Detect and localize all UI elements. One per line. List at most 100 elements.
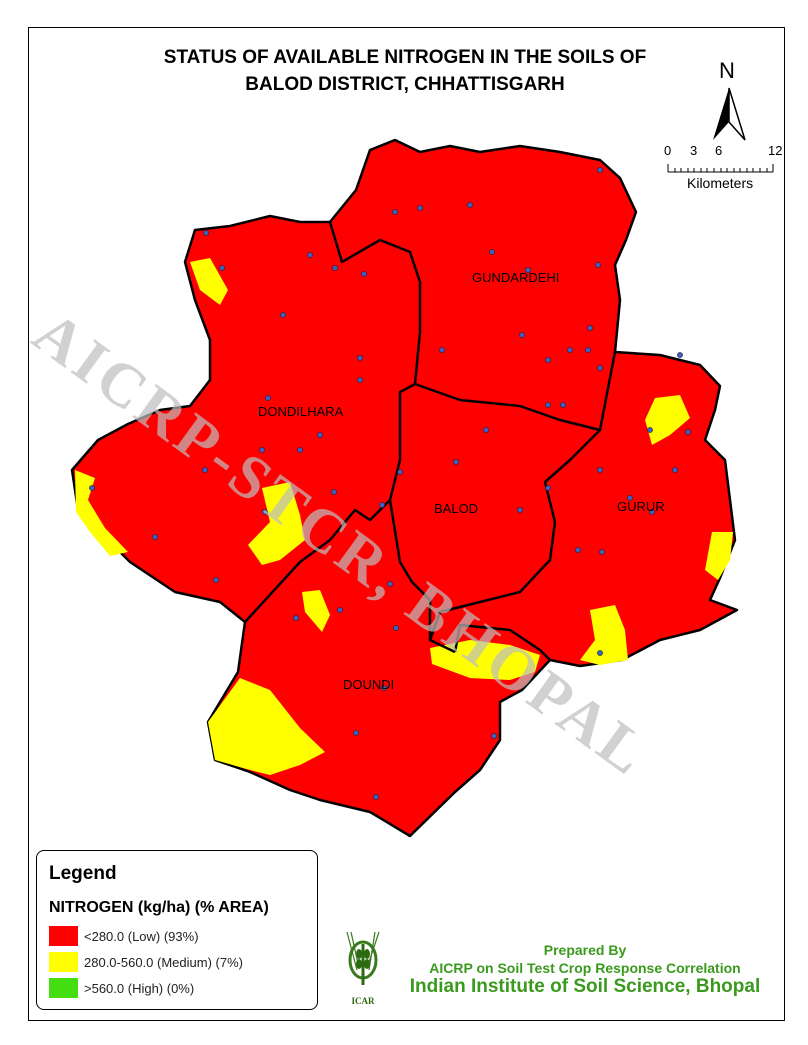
- sample-point: [393, 625, 399, 631]
- sample-point: [627, 495, 633, 501]
- medium-patch: [302, 590, 330, 632]
- legend-swatch-high: [49, 978, 78, 998]
- sample-point: [297, 447, 303, 453]
- sample-point: [545, 485, 551, 491]
- credits-institute: Indian Institute of Soil Science, Bhopal: [409, 976, 761, 997]
- medium-nitrogen-patches: [75, 258, 733, 775]
- sample-point: [357, 377, 363, 383]
- sample-point: [265, 395, 271, 401]
- sample-point: [597, 167, 603, 173]
- sample-point: [317, 432, 323, 438]
- sample-point: [597, 467, 603, 473]
- legend-subtitle: NITROGEN (kg/ha) (% AREA): [49, 899, 269, 916]
- sample-point: [519, 332, 525, 338]
- sample-point: [439, 347, 445, 353]
- medium-patch: [580, 605, 628, 665]
- sample-point: [597, 650, 603, 656]
- sample-point: [489, 249, 495, 255]
- sample-point: [361, 271, 367, 277]
- sample-point: [647, 427, 653, 433]
- sample-point: [597, 365, 603, 371]
- legend-item-low: <280.0 (Low) (93%): [49, 925, 199, 947]
- legend-swatch-low: [49, 926, 78, 946]
- scale-tick: 12: [768, 143, 783, 158]
- boundary-line: [453, 623, 551, 661]
- sample-point: [259, 447, 265, 453]
- sample-point: [280, 312, 286, 318]
- scale-bar-line: [667, 164, 774, 173]
- sample-point: [307, 252, 313, 258]
- sample-point: [332, 265, 338, 271]
- legend-item-medium: 280.0-560.0 (Medium) (7%): [49, 951, 243, 973]
- sample-point: [219, 265, 225, 271]
- scale-unit: Kilometers: [687, 175, 754, 191]
- sample-point: [599, 549, 605, 555]
- sample-point: [525, 267, 531, 273]
- sample-point: [595, 262, 601, 268]
- sample-point: [545, 357, 551, 363]
- sample-point: [649, 509, 655, 515]
- sample-point: [353, 730, 359, 736]
- sample-point: [587, 325, 593, 331]
- scale-bar: 0 3 6 12 Kilometers: [660, 140, 785, 195]
- medium-patch: [645, 395, 690, 445]
- sample-point: [483, 427, 489, 433]
- boundary-line: [244, 221, 422, 623]
- sample-point: [387, 581, 393, 587]
- legend-title: Legend: [49, 863, 117, 884]
- label-gurur: GURUR: [617, 499, 665, 514]
- label-dondilhara: DONDILHARA: [258, 404, 344, 419]
- title-line-2: BALOD DISTRICT, CHHATTISGARH: [245, 74, 565, 95]
- sample-points: [89, 167, 691, 800]
- prepared-by: Prepared By: [543, 942, 627, 958]
- sample-point: [337, 607, 343, 613]
- sample-point: [453, 459, 459, 465]
- sample-point: [213, 577, 219, 583]
- sample-point: [677, 352, 683, 358]
- medium-patch: [75, 470, 128, 556]
- medium-patch: [705, 532, 733, 580]
- map-title: STATUS OF AVAILABLE NITROGEN IN THE SOIL…: [90, 44, 720, 98]
- block-boundaries: [244, 221, 617, 661]
- medium-patch: [208, 678, 325, 775]
- sample-point: [381, 685, 387, 691]
- sample-point: [357, 355, 363, 361]
- sample-point: [491, 733, 497, 739]
- sample-point: [567, 347, 573, 353]
- north-arrow-icon: [713, 87, 746, 141]
- legend: Legend NITROGEN (kg/ha) (% AREA) <280.0 …: [36, 850, 318, 1010]
- credits-org: AICRP on Soil Test Crop Response Correla…: [429, 960, 741, 976]
- sample-point: [203, 230, 209, 236]
- boundary-line: [414, 351, 617, 432]
- sample-point: [262, 509, 268, 515]
- label-doundi: DOUNDI: [343, 677, 395, 692]
- scale-tick: 3: [690, 143, 698, 158]
- medium-patch: [190, 258, 228, 305]
- sample-point: [672, 467, 678, 473]
- sample-point: [331, 489, 337, 495]
- scale-tick: 6: [715, 143, 723, 158]
- sample-point: [560, 402, 566, 408]
- legend-label: 280.0-560.0 (Medium) (7%): [84, 954, 243, 970]
- sample-point: [585, 347, 591, 353]
- svg-text:ICAR: ICAR: [351, 996, 375, 1006]
- sample-point: [545, 402, 551, 408]
- sample-point: [417, 205, 423, 211]
- legend-label: <280.0 (Low) (93%): [84, 928, 199, 944]
- sample-point: [293, 615, 299, 621]
- credits: Prepared By AICRP on Soil Test Crop Resp…: [395, 942, 775, 998]
- legend-item-high: >560.0 (High) (0%): [49, 977, 194, 999]
- icar-logo: ICAR: [346, 931, 380, 1006]
- north-label: N: [719, 58, 735, 83]
- map-frame: [28, 27, 785, 1021]
- sample-point: [89, 485, 95, 491]
- label-balod: BALOD: [434, 501, 479, 516]
- label-gunderdehi: GUNDARDEHI: [472, 270, 560, 285]
- sample-point: [392, 209, 398, 215]
- scale-tick: 0: [664, 143, 672, 158]
- sample-point: [397, 469, 403, 475]
- sample-point: [467, 202, 473, 208]
- sample-point: [685, 429, 691, 435]
- sample-point: [575, 547, 581, 553]
